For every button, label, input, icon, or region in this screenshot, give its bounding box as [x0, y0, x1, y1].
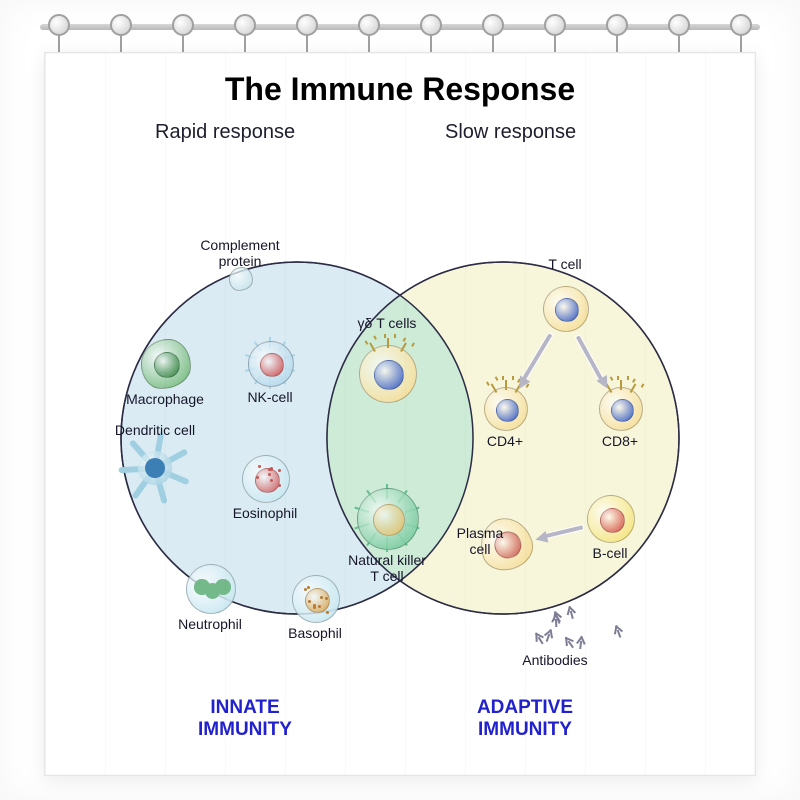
curtain-hook: [48, 14, 70, 52]
cell-label-cd8: CD8+: [565, 433, 675, 449]
cell-label-tcell: T cell: [510, 256, 620, 272]
curtain-hook: [730, 14, 752, 52]
curtain-rod: [40, 24, 760, 30]
curtain-hook: [110, 14, 132, 52]
cell-antibodies: [525, 598, 635, 658]
curtain-hook: [296, 14, 318, 52]
immune-response-diagram: The Immune Response Rapid response Slow …: [45, 53, 755, 775]
curtain-hook: [544, 14, 566, 52]
curtain-hook: [482, 14, 504, 52]
cell-label-bcell: B-cell: [555, 545, 665, 561]
right-subheading: Slow response: [445, 121, 576, 144]
curtain-hook: [234, 14, 256, 52]
curtain-hook: [420, 14, 442, 52]
innate-immunity-label: INNATEIMMUNITY: [155, 697, 335, 741]
diagram-title: The Immune Response: [45, 71, 755, 108]
cell-label-nkcell: NK-cell: [215, 389, 325, 405]
cell-label-plasma: Plasmacell: [425, 525, 535, 557]
curtain-hook: [172, 14, 194, 52]
curtain-hook: [668, 14, 690, 52]
cell-label-basophil: Basophil: [260, 625, 370, 641]
left-subheading: Rapid response: [155, 121, 295, 144]
cell-label-complement: Complementprotein: [185, 237, 295, 269]
cell-label-macrophage: Macrophage: [110, 391, 220, 407]
curtain-hook: [606, 14, 628, 52]
curtain-panel: The Immune Response Rapid response Slow …: [44, 52, 756, 776]
product-mockup: The Immune Response Rapid response Slow …: [0, 0, 800, 800]
cell-label-eosinophil: Eosinophil: [210, 505, 320, 521]
cell-label-antibodies: Antibodies: [500, 652, 610, 668]
adaptive-immunity-label: ADAPTIVEIMMUNITY: [425, 697, 625, 741]
cell-label-gdt: γδ T cells: [332, 315, 442, 331]
curtain-hook: [358, 14, 380, 52]
cell-label-neutrophil: Neutrophil: [155, 616, 265, 632]
cell-label-dendritic: Dendritic cell: [100, 422, 210, 438]
cell-label-cd4: CD4+: [450, 433, 560, 449]
